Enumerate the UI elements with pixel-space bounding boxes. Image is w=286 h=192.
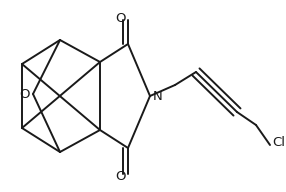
Text: O: O xyxy=(115,12,125,25)
Text: N: N xyxy=(153,89,163,103)
Text: Cl: Cl xyxy=(272,136,285,148)
Text: O: O xyxy=(20,88,30,100)
Text: O: O xyxy=(115,170,125,183)
